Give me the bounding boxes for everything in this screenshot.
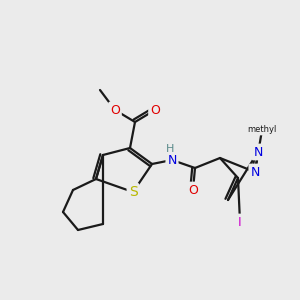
Text: methyl: methyl	[247, 125, 277, 134]
Text: O: O	[188, 184, 198, 196]
Text: N: N	[253, 146, 263, 158]
Text: O: O	[150, 103, 160, 116]
Text: H: H	[166, 144, 174, 154]
Text: N: N	[250, 166, 260, 178]
Text: O: O	[110, 103, 120, 116]
Text: I: I	[238, 215, 242, 229]
Text: N: N	[167, 154, 177, 166]
Text: S: S	[129, 185, 137, 199]
